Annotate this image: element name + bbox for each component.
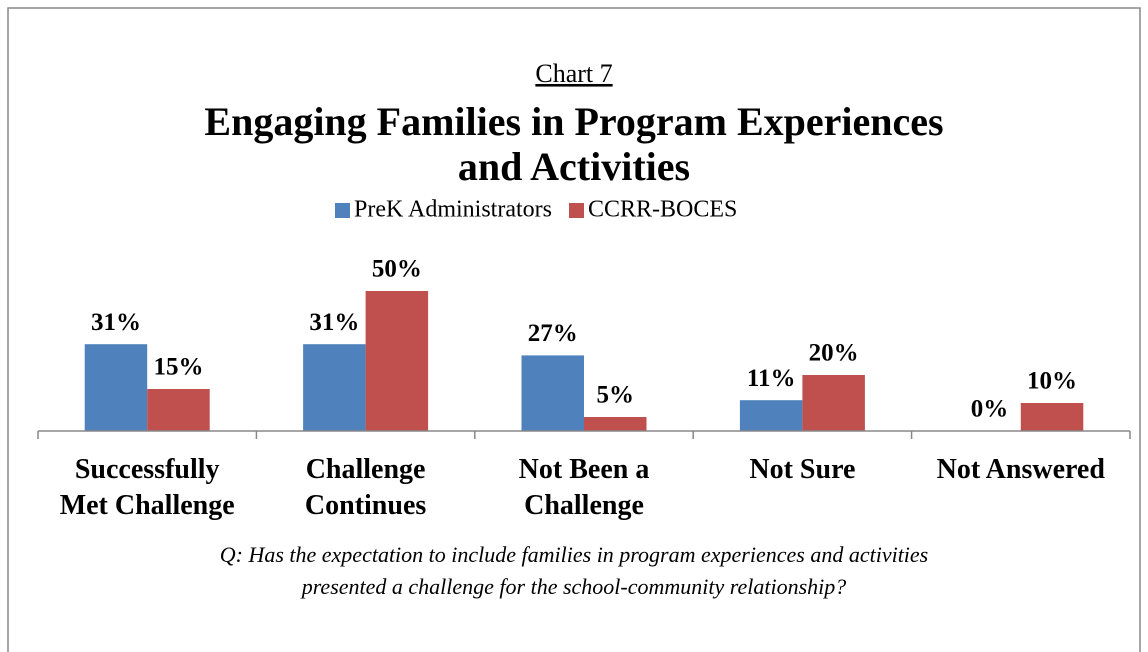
bar: [84, 344, 148, 431]
data-label: 5%: [597, 382, 635, 409]
x-tick-label-line: Met Challenge: [60, 490, 235, 521]
x-tick-label: Not Sure: [749, 454, 855, 485]
data-label: 11%: [747, 365, 796, 392]
x-tick-label-line: Successfully: [75, 454, 220, 485]
data-label: 27%: [528, 320, 578, 347]
x-tick-label-line: Not Sure: [749, 454, 855, 485]
x-tick-label-line: Not Answered: [937, 454, 1106, 485]
x-tick-label: Challenge Continues: [305, 454, 426, 521]
bar: [1020, 403, 1084, 431]
data-label: 10%: [1027, 368, 1077, 395]
chart-caption: presented a challenge for the school-com…: [300, 574, 847, 599]
x-tick-label: Not Answered: [937, 454, 1106, 485]
x-tick-label: Successfully Met Challenge: [60, 454, 235, 521]
bar: [584, 417, 647, 431]
legend-swatch: [569, 203, 584, 218]
bar: [739, 400, 803, 431]
chart-caption: Q: Has the expectation to include famili…: [220, 542, 929, 567]
x-tick-label-line: Challenge: [306, 454, 426, 485]
legend-label: PreK Administrators: [354, 197, 552, 223]
x-tick-label-line: Continues: [305, 490, 426, 521]
bar: [147, 389, 210, 431]
data-label: 0%: [971, 396, 1009, 423]
data-label: 20%: [809, 340, 859, 367]
bar: [365, 291, 429, 431]
bar: [802, 375, 865, 431]
legend-swatch: [335, 203, 350, 218]
legend-label: CCRR-BOCES: [588, 197, 737, 223]
x-tick-label: Not Been a Challenge: [519, 454, 650, 521]
x-tick-label-line: Challenge: [524, 490, 644, 521]
bar: [303, 344, 366, 431]
x-tick-label-line: Not Been a: [519, 454, 650, 485]
chart-supertitle: Chart 7: [535, 59, 612, 88]
data-label: 15%: [153, 354, 203, 381]
chart-border: [7, 7, 1141, 652]
chart-title: and Activities: [458, 144, 690, 189]
data-label: 31%: [309, 309, 359, 336]
data-label: 31%: [91, 309, 141, 336]
bar: [521, 355, 584, 431]
chart-title: Engaging Families in Program Experiences: [204, 99, 943, 144]
data-label: 50%: [372, 256, 422, 283]
